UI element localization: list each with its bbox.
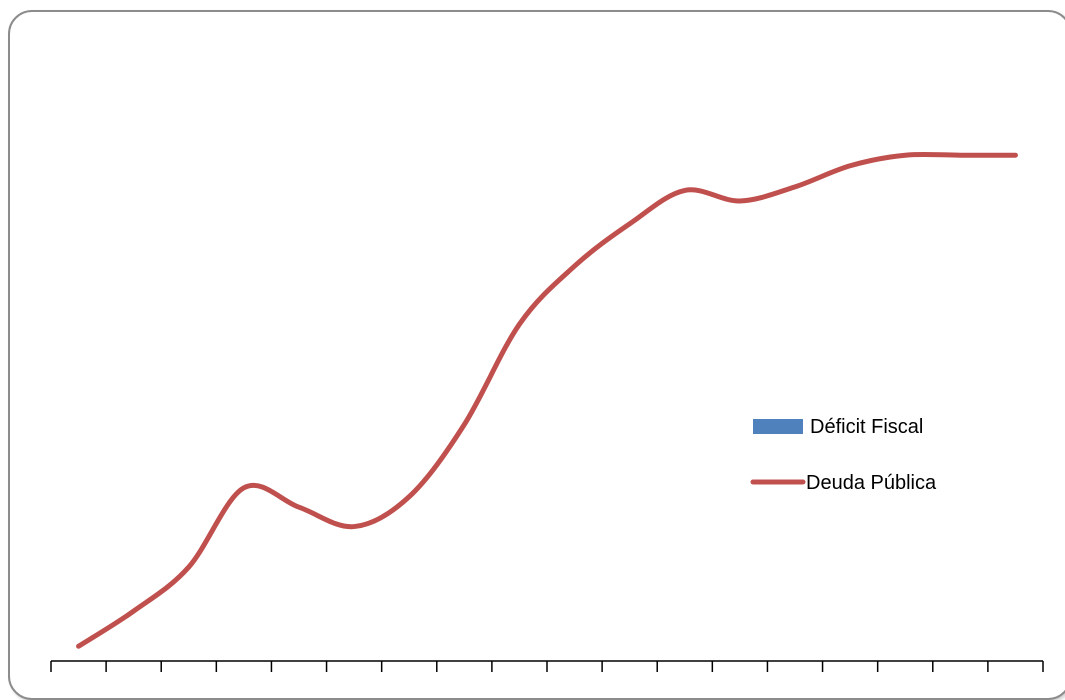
legend-label-deficit: Déficit Fiscal (810, 416, 923, 438)
deuda-line (76, 151, 1018, 649)
legend-swatch-deficit (753, 419, 803, 434)
x-axis (50, 660, 1044, 672)
legend-label-deuda: Deuda Pública (806, 472, 937, 494)
deuda-line-group (76, 151, 1018, 649)
legend: Déficit Fiscal Deuda Pública (750, 416, 937, 494)
chart-frame (8, 10, 1065, 700)
